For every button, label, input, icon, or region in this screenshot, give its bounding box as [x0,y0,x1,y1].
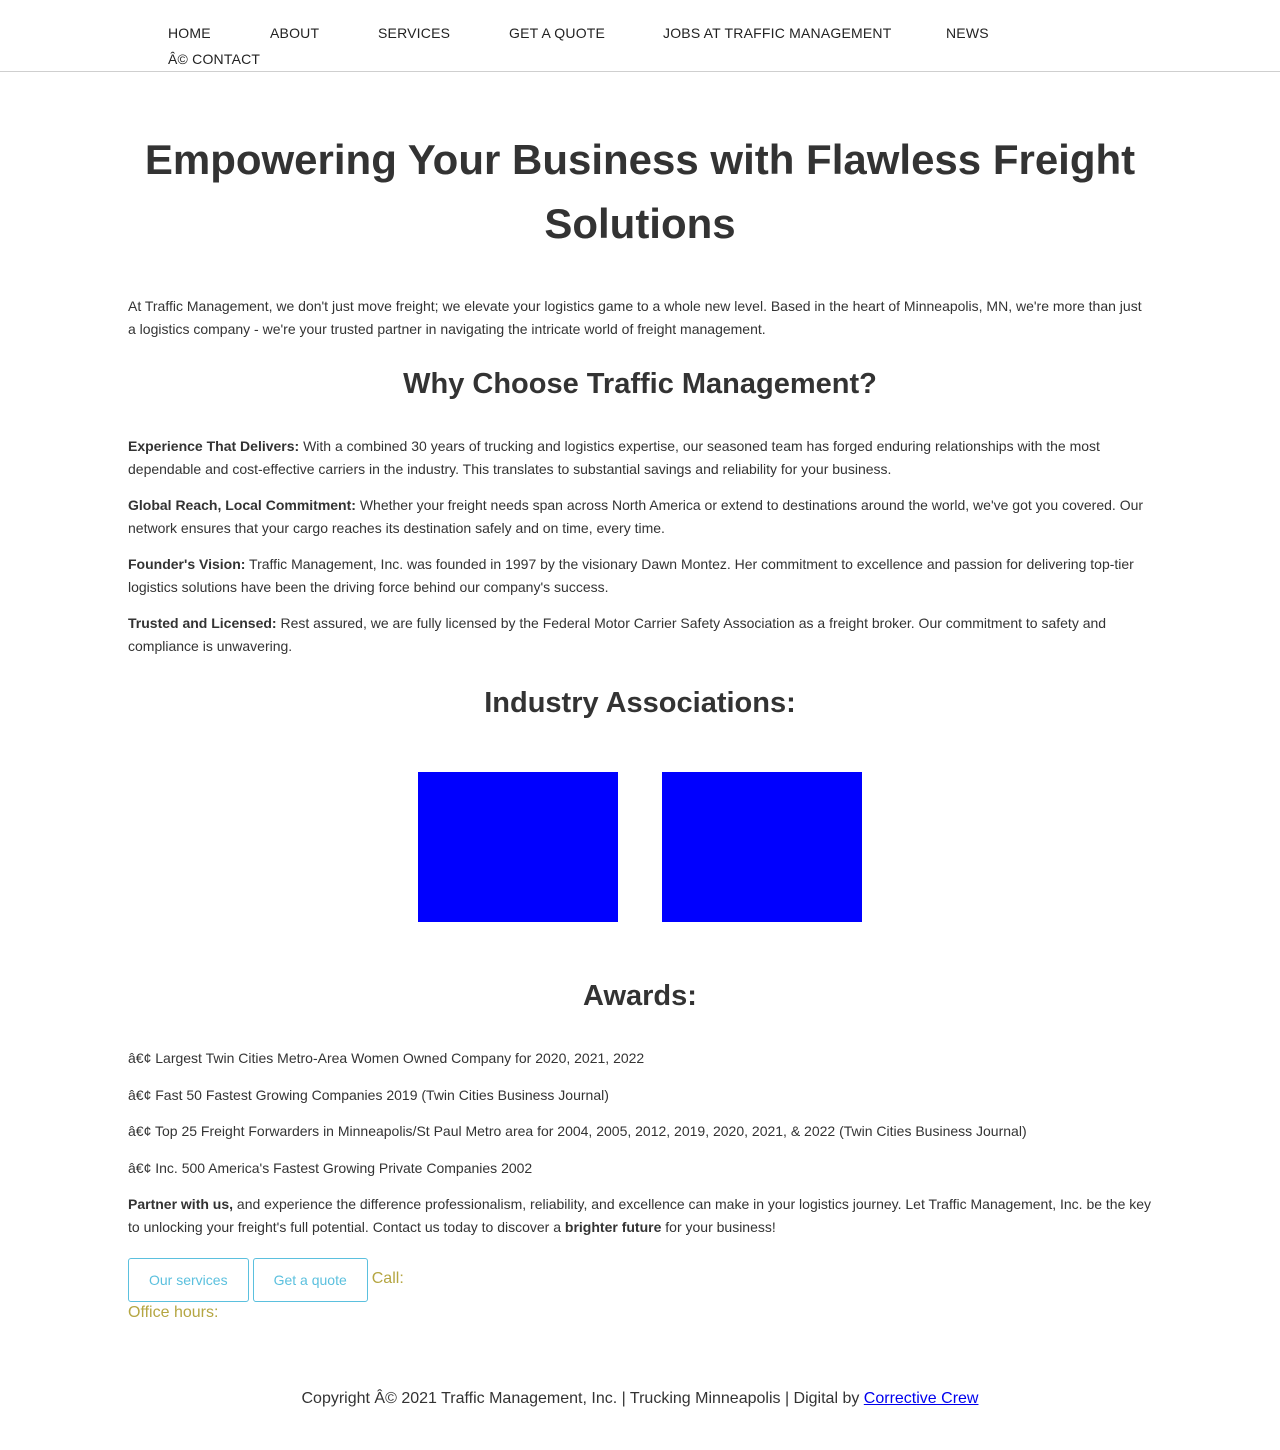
get-a-quote-button[interactable]: Get a quote [252,1258,368,1302]
why-point-trusted: Trusted and Licensed: Rest assured, we a… [128,612,1152,657]
top-nav: HOME ABOUT SERVICES GET A QUOTE JOBS AT … [0,0,1280,72]
award-item: â€¢ Largest Twin Cities Metro-Area Women… [128,1050,645,1066]
main-content: Empowering Your Business with Flawless F… [128,72,1152,1323]
why-point-title: Experience That Delivers: [128,438,300,454]
associations-heading: Industry Associations: [484,687,796,719]
nav-home[interactable]: HOME [168,25,211,41]
association-logo-2 [662,772,862,922]
why-point-text: Rest assured, we are fully licensed by t… [128,615,1107,654]
association-logo-1 [418,772,618,922]
association-logos [128,772,1152,922]
partner-text: and experience the difference profession… [128,1196,1152,1235]
partner-text-end: for your business! [661,1218,776,1235]
partner-bold: Partner with us, [128,1196,234,1212]
nav-about[interactable]: ABOUT [270,25,320,41]
why-point-title: Trusted and Licensed: [128,615,277,631]
nav-contact[interactable]: Â© CONTACT [168,51,261,67]
award-item: â€¢ Inc. 500 America's Fastest Growing P… [128,1159,533,1176]
why-point-text: Whether your freight needs span across N… [128,497,1144,536]
why-point-title: Global Reach, Local Commitment: [128,497,356,513]
call-label: Call: [371,1270,404,1287]
partner-bold-future: brighter future [564,1218,662,1235]
our-services-button[interactable]: Our services [128,1258,249,1302]
awards-heading: Awards: [583,980,697,1012]
corrective-crew-link[interactable]: Corrective Crew [863,1390,979,1407]
footer: Copyright Â© 2021 Traffic Management, In… [0,1390,1280,1408]
nav-get-a-quote[interactable]: GET A QUOTE [509,25,606,41]
nav-services[interactable]: SERVICES [378,25,451,41]
page-title: Empowering Your Business with Flawless F… [144,136,1136,247]
why-heading: Why Choose Traffic Management? [403,368,877,400]
why-point-experience: Experience That Delivers: With a combine… [128,435,1152,480]
why-point-founders-vision: Founder's Vision: Traffic Management, In… [128,553,1152,598]
copyright-text: Copyright Â© 2021 Traffic Management, In… [301,1390,864,1407]
office-hours-label: Office hours: [128,1304,219,1321]
award-item: â€¢ Fast 50 Fastest Growing Companies 20… [128,1086,609,1103]
why-point-title: Founder's Vision: [128,556,246,572]
nav-news[interactable]: NEWS [946,25,989,41]
why-point-global-reach: Global Reach, Local Commitment: Whether … [128,494,1152,539]
award-item: â€¢ Top 25 Freight Forwarders in Minneap… [128,1123,1027,1139]
cta-row: Our services Get a quote Call: [128,1258,1152,1302]
nav-jobs[interactable]: JOBS AT TRAFFIC MANAGEMENT [663,25,892,41]
intro-paragraph: At Traffic Management, we don't just mov… [128,298,1142,337]
why-point-text: With a combined 30 years of trucking and… [128,438,1100,477]
partner-paragraph: Partner with us, and experience the diff… [128,1193,1152,1238]
why-point-text: Traffic Management, Inc. was founded in … [128,556,1134,595]
